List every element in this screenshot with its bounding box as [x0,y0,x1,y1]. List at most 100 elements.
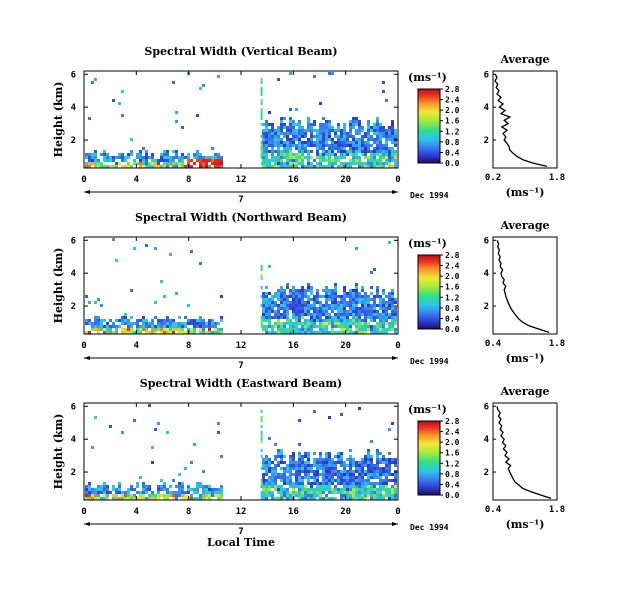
heatmap-cell [322,491,325,494]
heatmap-cell [172,328,175,331]
heatmap-cell [214,325,217,328]
y-tick-label: 6 [71,236,76,246]
heatmap-cell [262,316,265,319]
heatmap-cell [343,289,346,292]
heatmap-cell [304,313,307,316]
heatmap-cell [322,479,325,482]
heatmap-cell [202,485,205,488]
heatmap-cell [280,331,283,334]
heatmap-cell [352,135,355,138]
heatmap-cell [394,316,397,319]
heatmap-cell [388,153,391,156]
heatmap-cell [260,150,263,153]
heatmap-cell [298,494,301,497]
heatmap-cell [352,295,355,298]
heatmap-cell [196,485,199,488]
average-x-tick-label: 1.8 [549,339,565,349]
heatmap-cell [130,138,133,141]
heatmap-cell [373,132,376,135]
heatmap-cell [307,165,310,168]
heatmap-cell [325,144,328,147]
heatmap-cell [304,485,307,488]
heatmap-cell [181,482,184,485]
heatmap-cell [265,162,268,165]
heatmap-cell [358,325,361,328]
heatmap-cell [274,132,277,135]
heatmap-cell [373,473,376,476]
heatmap-cell [370,135,373,138]
heatmap-cell [325,325,328,328]
heatmap-cell [97,497,100,500]
heatmap-cell [376,467,379,470]
heatmap-cell [202,328,205,331]
heatmap-cell [379,316,382,319]
heatmap-cell [97,162,100,165]
heatmap-cell [391,156,394,159]
heatmap-cell [139,491,142,494]
heatmap-cell [349,292,352,295]
heatmap-cell [301,331,304,334]
x-tick-label: 0 [395,507,400,517]
heatmap-cell [292,485,295,488]
heatmap-cell [151,162,154,165]
heatmap-cell [322,289,325,292]
heatmap-cell [322,159,325,162]
heatmap-cell [361,147,364,150]
heatmap-cell [346,328,349,331]
heatmap-cell [130,153,133,156]
heatmap-cell [115,162,118,165]
heatmap-cell [292,129,295,132]
heatmap-cell [283,461,286,464]
heatmap-cell [202,331,205,334]
heatmap-cell [271,304,274,307]
heatmap-cell [286,159,289,162]
heatmap-cell [322,476,325,479]
heatmap-cell [202,84,205,87]
heatmap-cell [307,153,310,156]
heatmap-cell [325,295,328,298]
heatmap-cell [364,328,367,331]
heatmap-cell [295,461,298,464]
heatmap-cell [325,313,328,316]
heatmap-cell [103,491,106,494]
heatmap-cell [283,144,286,147]
heatmap-cell [316,129,319,132]
heatmap-cell [364,150,367,153]
heatmap-cell [376,449,379,452]
heatmap-cell [184,325,187,328]
heatmap-cell [283,455,286,458]
heatmap-cell [214,165,217,168]
heatmap-cell [136,156,139,159]
colorbar-segment [418,421,440,424]
heatmap-cell [346,482,349,485]
heatmap-cell [118,102,121,105]
heatmap-cell [352,310,355,313]
heatmap-cell [154,316,157,319]
heatmap-cell [295,304,298,307]
heatmap-cell [220,319,223,322]
heatmap-cell [268,298,271,301]
heatmap-cell [280,298,283,301]
heatmap-cell [334,301,337,304]
heatmap-cell [265,123,268,126]
heatmap-cell [286,283,289,286]
heatmap-cell [394,165,397,168]
heatmap-cell [289,458,292,461]
heatmap-cell [109,425,112,428]
heatmap-cell [292,464,295,467]
heatmap-cell [373,307,376,310]
heatmap-cell [277,473,280,476]
heatmap-cell [373,304,376,307]
heatmap-cell [340,494,343,497]
heatmap-cell [367,159,370,162]
heatmap-cell [271,461,274,464]
heatmap-cell [280,449,283,452]
heatmap-cell [103,165,106,168]
heatmap-cell [310,491,313,494]
heatmap-cell [262,476,265,479]
heatmap-cell [292,458,295,461]
heatmap-cell [325,301,328,304]
heatmap-cell [334,455,337,458]
heatmap-cell [361,464,364,467]
heatmap-cell [172,479,175,482]
